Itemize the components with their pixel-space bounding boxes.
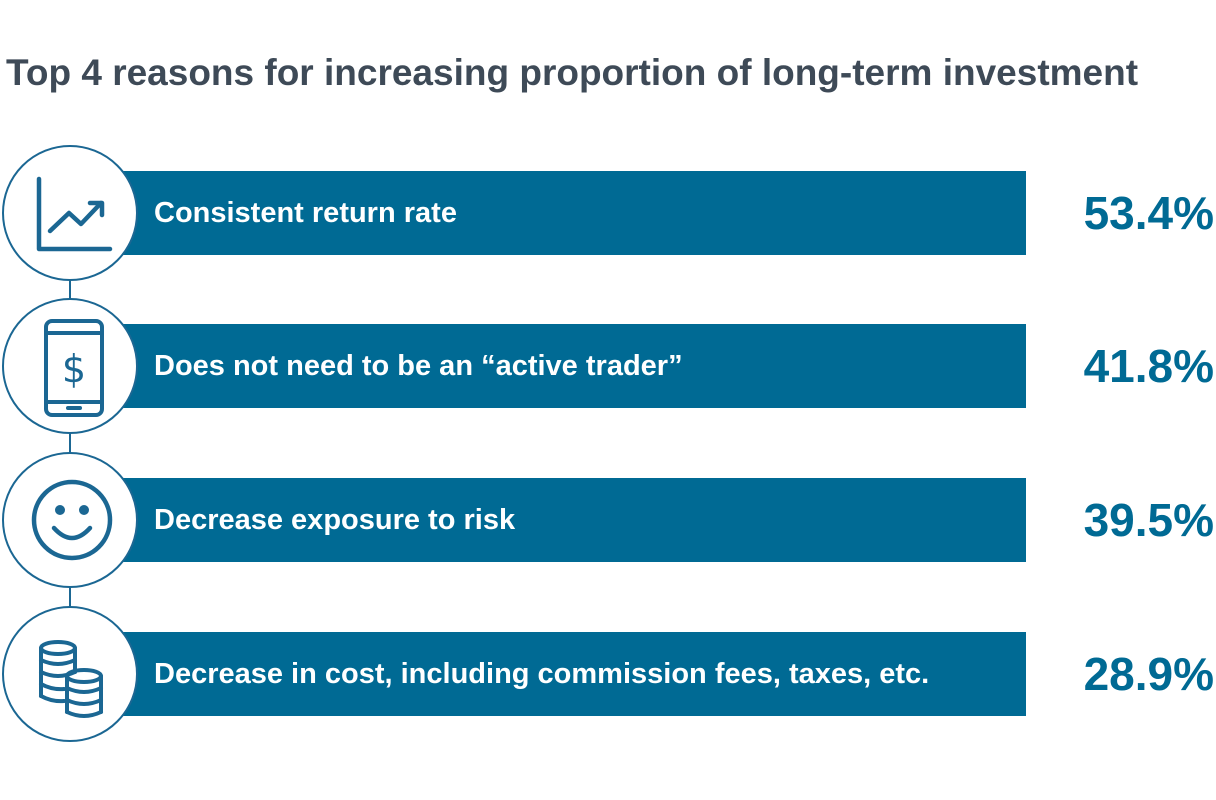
bar-label: Consistent return rate: [154, 197, 457, 229]
icon-circle: [2, 452, 138, 588]
list-item-decrease-cost: Decrease in cost, including commission f…: [0, 606, 1216, 742]
icon-circle: [2, 145, 138, 281]
bar-label: Does not need to be an “active trader”: [154, 350, 683, 382]
icon-circle: $: [2, 298, 138, 434]
phone-dollar-icon: $: [44, 319, 104, 417]
list-item-decrease-risk: Decrease exposure to risk 39.5%: [0, 452, 1216, 588]
chart-title: Top 4 reasons for increasing proportion …: [6, 52, 1139, 93]
smiley-face-icon: [31, 479, 113, 561]
bar: Does not need to be an “active trader”: [70, 324, 1026, 408]
bar-label: Decrease exposure to risk: [154, 504, 516, 536]
bar: Consistent return rate: [70, 171, 1026, 255]
coin-stack-icon: [39, 640, 103, 718]
value-label: 53.4%: [1083, 187, 1214, 239]
value-label: 41.8%: [1083, 340, 1214, 392]
bar: Decrease in cost, including commission f…: [70, 632, 1026, 716]
svg-text:$: $: [62, 347, 86, 391]
bar-label: Decrease in cost, including commission f…: [154, 658, 930, 690]
value-label: 28.9%: [1083, 648, 1214, 700]
bar: Decrease exposure to risk: [70, 478, 1026, 562]
icon-circle: [2, 606, 138, 742]
connector-line: [69, 212, 71, 674]
list-item-consistent-return-rate: Consistent return rate 53.4%: [0, 145, 1216, 281]
value-label: 39.5%: [1083, 494, 1214, 546]
list-item-active-trader: Does not need to be an “active trader” $…: [0, 298, 1216, 434]
line-chart-icon: [36, 176, 113, 252]
